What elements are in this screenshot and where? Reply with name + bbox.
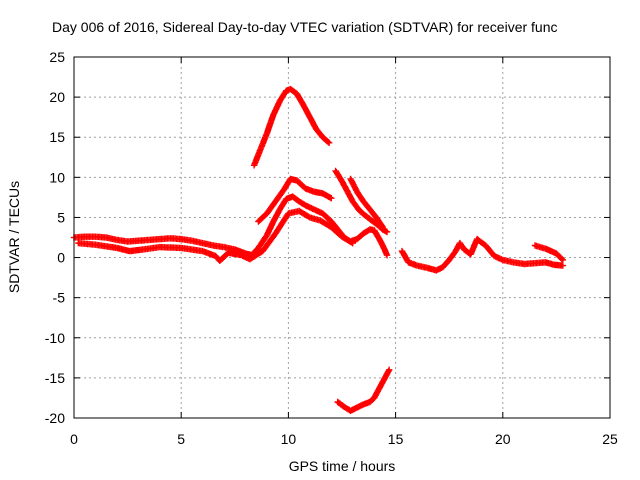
- data-marker-run: [328, 218, 340, 232]
- data-marker-run: [317, 217, 334, 230]
- data-marker-run: [126, 246, 145, 255]
- x-tick-label: 15: [388, 431, 404, 447]
- data-marker-run: [103, 234, 119, 243]
- data-marker-run: [263, 199, 278, 217]
- data-marker: [349, 239, 356, 247]
- data-marker-run: [368, 217, 381, 228]
- data-marker-run: [338, 233, 355, 246]
- data-marker-run: [334, 398, 347, 410]
- data-marker-run: [295, 207, 312, 220]
- data-marker-run: [313, 126, 325, 140]
- data-marker-run: [276, 197, 289, 213]
- data-marker-run: [531, 242, 548, 252]
- data-marker-run: [353, 231, 366, 243]
- y-tick-label: -15: [45, 370, 65, 386]
- y-tick-label: -10: [45, 330, 65, 346]
- data-marker-run: [287, 85, 300, 97]
- data-marker-run: [373, 214, 386, 230]
- data-marker-run: [362, 212, 375, 224]
- series-main-band-early: [70, 193, 391, 259]
- x-tick-label: 25: [602, 431, 618, 447]
- data-marker: [383, 251, 391, 259]
- y-tick-label: 25: [49, 49, 65, 65]
- data-marker-run: [446, 249, 458, 264]
- data-marker-run: [92, 241, 119, 251]
- data-marker-run: [319, 134, 332, 146]
- series-afternoon-short-arc: [531, 242, 567, 264]
- data-marker-run: [360, 198, 373, 212]
- data-marker-run: [289, 193, 302, 204]
- data-marker-run: [272, 211, 291, 237]
- data-marker-run: [255, 233, 270, 252]
- data-marker-run: [139, 244, 162, 253]
- data-marker-run: [257, 131, 270, 153]
- data-marker: [385, 366, 393, 374]
- data-marker: [325, 139, 333, 147]
- data-marker-run: [255, 211, 270, 225]
- data-marker-run: [439, 257, 452, 271]
- series-negative-arc: [334, 366, 393, 414]
- data-marker-run: [210, 242, 226, 251]
- data-marker-run: [353, 188, 366, 204]
- series-second-descent-arc: [347, 175, 386, 231]
- data-marker-run: [398, 247, 411, 265]
- series-main-band-lower-edge: [75, 207, 356, 264]
- data-marker-run: [482, 242, 497, 258]
- series-peak-arc: [250, 85, 333, 169]
- data-marker-run: [280, 177, 293, 193]
- x-tick-label: 5: [177, 431, 185, 447]
- y-tick-label: -5: [53, 290, 66, 306]
- y-tick-label: -20: [45, 410, 65, 426]
- x-tick-label: 10: [281, 431, 297, 447]
- y-tick-label: 15: [49, 129, 65, 145]
- y-axis-label: SDTVAR / TECUs: [6, 181, 22, 293]
- y-tick-label: 0: [57, 250, 65, 266]
- data-marker-run: [456, 239, 467, 252]
- data-marker-run: [259, 231, 278, 255]
- x-tick-label: 0: [70, 431, 78, 447]
- data-marker-run: [178, 244, 205, 255]
- data-marker-run: [263, 113, 277, 137]
- data-marker-run: [250, 147, 264, 169]
- data-marker-run: [328, 223, 345, 239]
- y-tick-label: 10: [49, 169, 65, 185]
- data-marker-run: [319, 210, 334, 224]
- data-marker-run: [473, 235, 488, 248]
- series-afternoon-band: [398, 235, 567, 274]
- data-marker-run: [349, 198, 362, 213]
- data-marker-run: [366, 395, 377, 406]
- data-marker-run: [356, 207, 368, 219]
- axis-ticks: 0 5 10 15 20 25 -20 -15 -10 -5 0 5 10 15 20 25: [45, 49, 618, 447]
- data-marker-run: [263, 219, 276, 239]
- y-tick-label: 20: [49, 89, 65, 105]
- x-axis-label: GPS time / hours: [289, 458, 396, 474]
- y-tick-label: 5: [57, 209, 65, 225]
- data-marker-run: [75, 239, 98, 248]
- chart-title: Day 006 of 2016, Sidereal Day-to-day VTE…: [52, 19, 558, 35]
- data-marker-run: [332, 167, 345, 184]
- x-tick-label: 20: [495, 431, 511, 447]
- data-marker-run: [113, 244, 132, 254]
- data-marker: [559, 256, 567, 264]
- data-marker-run: [283, 86, 293, 94]
- data-marker-run: [272, 187, 287, 205]
- grid-lines: [74, 57, 610, 418]
- data-marker: [328, 194, 335, 202]
- data-marker-run: [295, 198, 308, 208]
- plot-frame: [73, 56, 611, 419]
- data-marker: [559, 262, 567, 269]
- series-upper-secondary-arc: [255, 175, 335, 225]
- data-marker: [383, 228, 391, 236]
- data-marker: [379, 223, 386, 231]
- data-marker-run: [293, 177, 308, 191]
- data-marker-run: [246, 248, 265, 263]
- data-points: [70, 85, 567, 414]
- data-marker-run: [366, 206, 379, 220]
- data-marker-run: [467, 237, 480, 258]
- data-marker-run: [270, 99, 283, 118]
- data-marker-run: [276, 88, 289, 105]
- data-marker-run: [553, 250, 565, 263]
